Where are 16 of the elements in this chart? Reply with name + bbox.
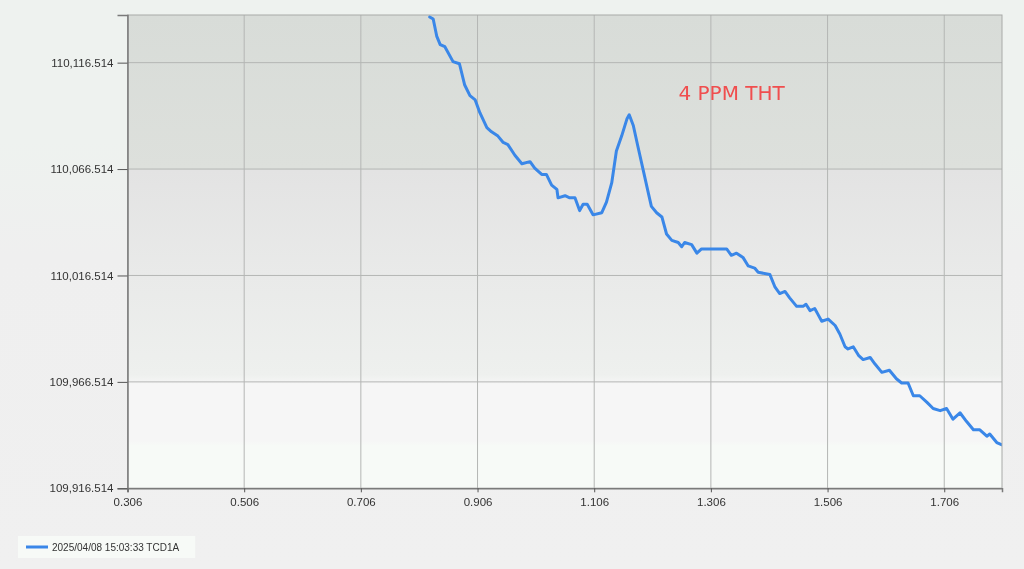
x-tick-label: 1.706 <box>930 496 960 509</box>
y-tick-label: 110,116.514 <box>51 56 115 69</box>
x-tick-label: 0.306 <box>113 496 143 509</box>
y-tick-label: 110,016.514 <box>50 269 115 282</box>
x-tick-label: 1.106 <box>580 496 610 509</box>
annotation: 4 PPM THT <box>678 81 786 106</box>
y-tick-label: 109,916.514 <box>49 482 115 495</box>
y-tick-label: 110,066.514 <box>50 163 115 176</box>
legend-label: 2025/04/08 15:03:33 TCD1A <box>52 541 180 553</box>
x-tick-label: 1.306 <box>697 496 726 509</box>
x-tick-label: 0.706 <box>346 496 376 509</box>
x-tick-label: 0.506 <box>230 496 260 509</box>
line-series <box>428 15 1002 447</box>
x-tick-label: 0.906 <box>463 496 493 509</box>
x-tick-label: 1.506 <box>813 496 843 509</box>
y-tick-label: 109,966.514 <box>49 376 115 389</box>
